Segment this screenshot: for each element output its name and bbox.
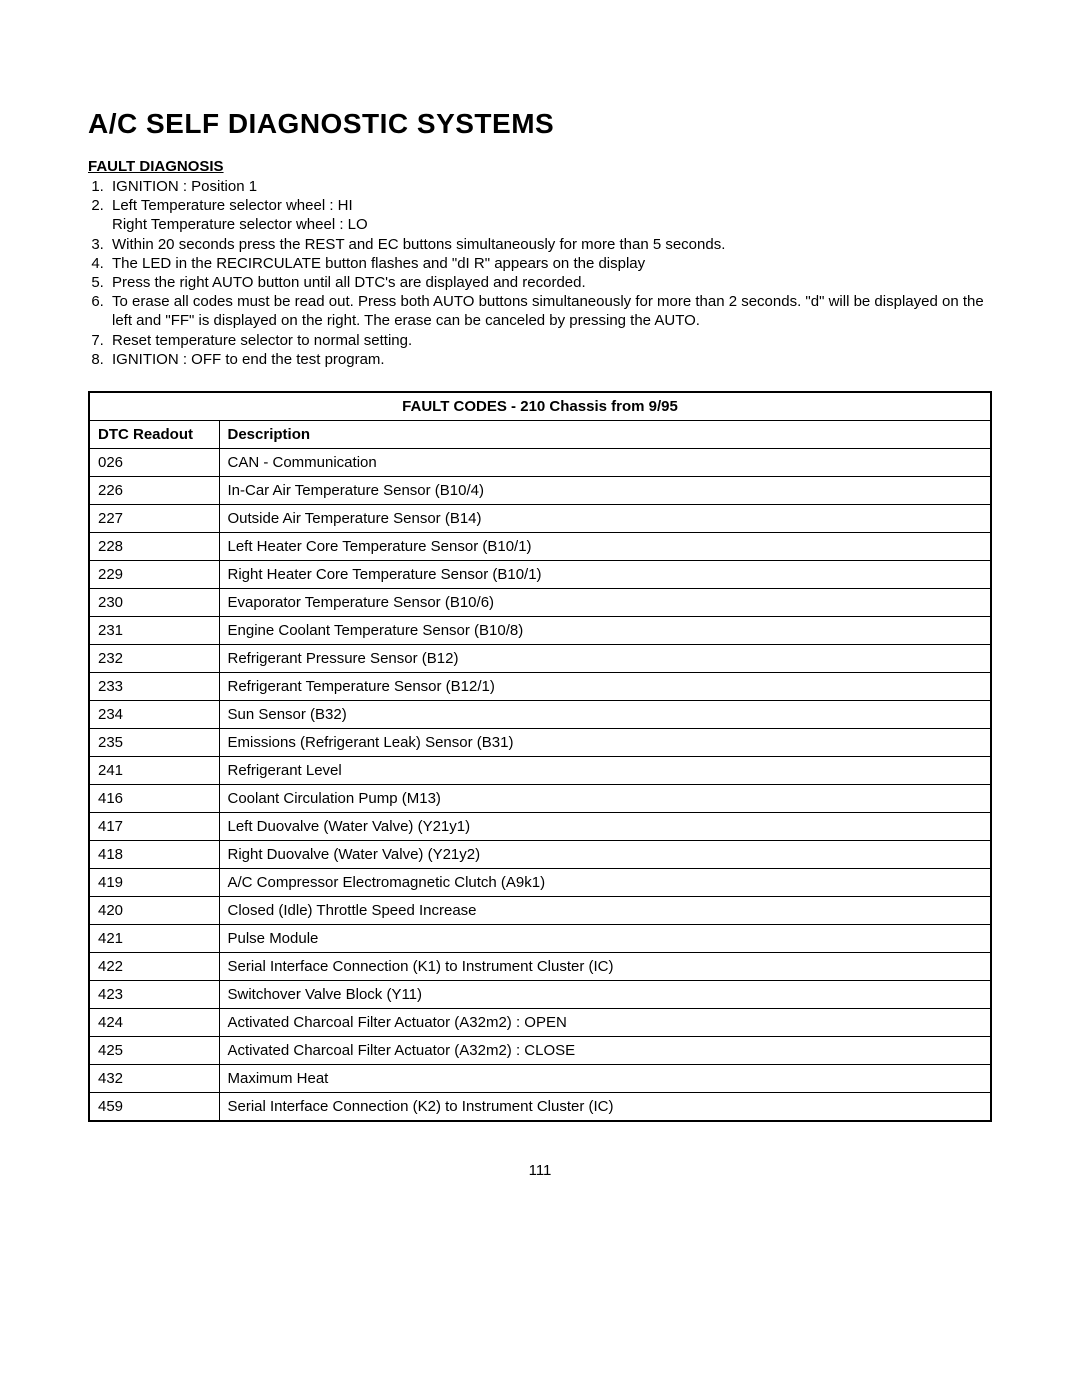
dtc-cell: 229 [89, 560, 219, 588]
dtc-cell: 419 [89, 868, 219, 896]
table-row: 420Closed (Idle) Throttle Speed Increase [89, 896, 991, 924]
desc-cell: Refrigerant Level [219, 756, 991, 784]
dtc-cell: 417 [89, 812, 219, 840]
dtc-cell: 459 [89, 1092, 219, 1121]
table-row: 423Switchover Valve Block (Y11) [89, 980, 991, 1008]
table-row: 422Serial Interface Connection (K1) to I… [89, 952, 991, 980]
desc-cell: Serial Interface Connection (K1) to Inst… [219, 952, 991, 980]
table-row: 416Coolant Circulation Pump (M13) [89, 784, 991, 812]
table-row: 235Emissions (Refrigerant Leak) Sensor (… [89, 728, 991, 756]
desc-cell: CAN - Communication [219, 448, 991, 476]
dtc-cell: 226 [89, 476, 219, 504]
step-text: Reset temperature selector to normal set… [112, 332, 412, 349]
dtc-cell: 423 [89, 980, 219, 1008]
table-row: 229Right Heater Core Temperature Sensor … [89, 560, 991, 588]
step-item: IGNITION : Position 1 [108, 177, 992, 196]
desc-cell: Right Heater Core Temperature Sensor (B1… [219, 560, 991, 588]
dtc-cell: 420 [89, 896, 219, 924]
desc-cell: Right Duovalve (Water Valve) (Y21y2) [219, 840, 991, 868]
desc-cell: Emissions (Refrigerant Leak) Sensor (B31… [219, 728, 991, 756]
fault-diagnosis-steps: IGNITION : Position 1Left Temperature se… [88, 177, 992, 369]
step-subtext: Right Temperature selector wheel : LO [112, 215, 992, 234]
table-row: 241Refrigerant Level [89, 756, 991, 784]
dtc-cell: 416 [89, 784, 219, 812]
table-row: 227Outside Air Temperature Sensor (B14) [89, 504, 991, 532]
dtc-cell: 241 [89, 756, 219, 784]
table-row: 231Engine Coolant Temperature Sensor (B1… [89, 616, 991, 644]
step-text: Within 20 seconds press the REST and EC … [112, 236, 725, 253]
desc-cell: Serial Interface Connection (K2) to Inst… [219, 1092, 991, 1121]
col-header-desc: Description [219, 420, 991, 448]
dtc-cell: 422 [89, 952, 219, 980]
desc-cell: Maximum Heat [219, 1064, 991, 1092]
desc-cell: Evaporator Temperature Sensor (B10/6) [219, 588, 991, 616]
step-text: Left Temperature selector wheel : HI [112, 197, 353, 214]
dtc-cell: 418 [89, 840, 219, 868]
table-row: 425Activated Charcoal Filter Actuator (A… [89, 1036, 991, 1064]
step-item: Within 20 seconds press the REST and EC … [108, 235, 992, 254]
step-item: Left Temperature selector wheel : HIRigh… [108, 196, 992, 234]
dtc-cell: 234 [89, 700, 219, 728]
desc-cell: Left Duovalve (Water Valve) (Y21y1) [219, 812, 991, 840]
dtc-cell: 424 [89, 1008, 219, 1036]
col-header-dtc: DTC Readout [89, 420, 219, 448]
dtc-cell: 227 [89, 504, 219, 532]
step-item: The LED in the RECIRCULATE button flashe… [108, 254, 992, 273]
dtc-cell: 230 [89, 588, 219, 616]
desc-cell: In-Car Air Temperature Sensor (B10/4) [219, 476, 991, 504]
page-title: A/C SELF DIAGNOSTIC SYSTEMS [88, 108, 992, 140]
dtc-cell: 233 [89, 672, 219, 700]
fault-codes-table: FAULT CODES - 210 Chassis from 9/95 DTC … [88, 391, 992, 1122]
dtc-cell: 228 [89, 532, 219, 560]
step-text: To erase all codes must be read out. Pre… [112, 293, 984, 329]
desc-cell: Outside Air Temperature Sensor (B14) [219, 504, 991, 532]
desc-cell: Sun Sensor (B32) [219, 700, 991, 728]
table-row: 226In-Car Air Temperature Sensor (B10/4) [89, 476, 991, 504]
desc-cell: Refrigerant Temperature Sensor (B12/1) [219, 672, 991, 700]
desc-cell: Pulse Module [219, 924, 991, 952]
table-row: 419A/C Compressor Electromagnetic Clutch… [89, 868, 991, 896]
page-number: 111 [88, 1162, 992, 1179]
section-heading: FAULT DIAGNOSIS [88, 158, 992, 175]
step-text: IGNITION : Position 1 [112, 178, 257, 195]
table-row: 459Serial Interface Connection (K2) to I… [89, 1092, 991, 1121]
dtc-cell: 425 [89, 1036, 219, 1064]
desc-cell: Activated Charcoal Filter Actuator (A32m… [219, 1036, 991, 1064]
table-row: 418Right Duovalve (Water Valve) (Y21y2) [89, 840, 991, 868]
desc-cell: Closed (Idle) Throttle Speed Increase [219, 896, 991, 924]
document-page: A/C SELF DIAGNOSTIC SYSTEMS FAULT DIAGNO… [0, 0, 1080, 1397]
step-item: IGNITION : OFF to end the test program. [108, 350, 992, 369]
dtc-cell: 232 [89, 644, 219, 672]
table-row: 233Refrigerant Temperature Sensor (B12/1… [89, 672, 991, 700]
desc-cell: Left Heater Core Temperature Sensor (B10… [219, 532, 991, 560]
step-text: IGNITION : OFF to end the test program. [112, 351, 385, 368]
desc-cell: Refrigerant Pressure Sensor (B12) [219, 644, 991, 672]
step-item: Reset temperature selector to normal set… [108, 331, 992, 350]
dtc-cell: 432 [89, 1064, 219, 1092]
dtc-cell: 421 [89, 924, 219, 952]
fault-table-body: 026CAN - Communication226In-Car Air Temp… [89, 448, 991, 1121]
dtc-cell: 235 [89, 728, 219, 756]
step-item: To erase all codes must be read out. Pre… [108, 292, 992, 330]
step-text: The LED in the RECIRCULATE button flashe… [112, 255, 645, 272]
table-row: 026CAN - Communication [89, 448, 991, 476]
desc-cell: Engine Coolant Temperature Sensor (B10/8… [219, 616, 991, 644]
desc-cell: Coolant Circulation Pump (M13) [219, 784, 991, 812]
step-item: Press the right AUTO button until all DT… [108, 273, 992, 292]
fault-table-title: FAULT CODES - 210 Chassis from 9/95 [89, 392, 991, 421]
desc-cell: A/C Compressor Electromagnetic Clutch (A… [219, 868, 991, 896]
dtc-cell: 026 [89, 448, 219, 476]
table-row: 232Refrigerant Pressure Sensor (B12) [89, 644, 991, 672]
dtc-cell: 231 [89, 616, 219, 644]
table-row: 234Sun Sensor (B32) [89, 700, 991, 728]
table-row: 230Evaporator Temperature Sensor (B10/6) [89, 588, 991, 616]
step-text: Press the right AUTO button until all DT… [112, 274, 586, 291]
table-row: 417Left Duovalve (Water Valve) (Y21y1) [89, 812, 991, 840]
table-row: 432Maximum Heat [89, 1064, 991, 1092]
desc-cell: Activated Charcoal Filter Actuator (A32m… [219, 1008, 991, 1036]
table-row: 421Pulse Module [89, 924, 991, 952]
desc-cell: Switchover Valve Block (Y11) [219, 980, 991, 1008]
table-row: 424Activated Charcoal Filter Actuator (A… [89, 1008, 991, 1036]
table-row: 228Left Heater Core Temperature Sensor (… [89, 532, 991, 560]
